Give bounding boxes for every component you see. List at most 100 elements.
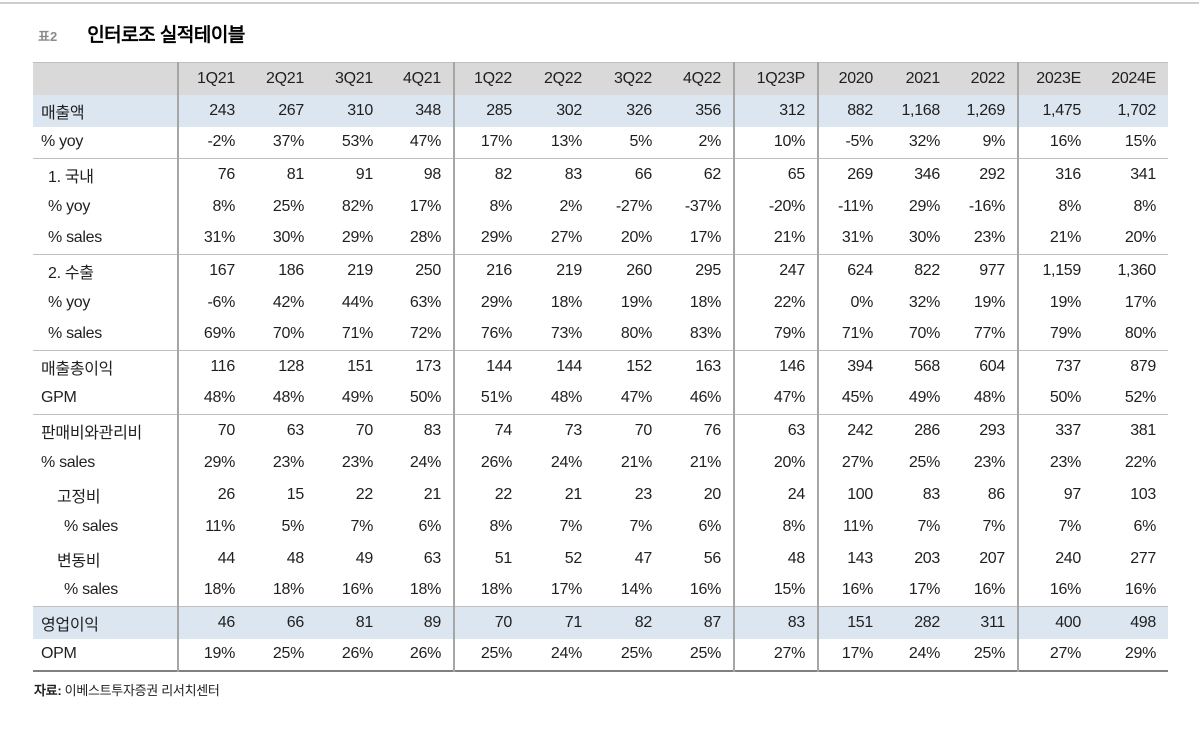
cell-value: 100	[847, 485, 873, 503]
cell-value: -11%	[838, 197, 873, 215]
column-header: 2020	[818, 62, 885, 95]
report-table-section: 표2 인터로조 실적테이블 1Q21 2Q21 3Q21 4Q21 1Q22 2Q22 3Q…	[33, 20, 1168, 699]
cell-value: 346	[885, 158, 952, 191]
cell-value: 17%	[908, 581, 940, 599]
row-label: % sales	[33, 222, 179, 255]
cell-value: 74	[454, 414, 524, 447]
table-row: 고정비 26 15 22 21 22 21 23 20 24 100 83 86 97 103	[33, 478, 1168, 511]
cell-value: 21%	[664, 446, 735, 479]
cell-value: 86	[952, 478, 1019, 511]
cell-value: 26%	[385, 638, 455, 671]
cell-value: 568	[885, 350, 952, 383]
cell-value: 48	[286, 549, 305, 567]
column-header: 2Q22	[524, 62, 594, 95]
cell-value: 76	[178, 158, 247, 191]
cell-value: 49%	[341, 389, 373, 407]
cell-value: 16%	[1049, 133, 1081, 151]
cell-value: 16%	[952, 574, 1019, 607]
cell-value: -27%	[615, 197, 652, 215]
cell-value: 25%	[272, 197, 304, 215]
cell-value: 25%	[952, 638, 1019, 671]
row-label: 판매비와관리비	[33, 414, 179, 447]
cell-value: 312	[734, 94, 819, 127]
cell-value: -6%	[207, 293, 235, 311]
cell-value: 62	[664, 158, 735, 191]
column-header: 1Q22	[454, 62, 524, 95]
cell-value: 24%	[385, 446, 455, 479]
row-label: 2. 수출	[33, 254, 179, 287]
cell-value: 16%	[664, 574, 735, 607]
cell-value: 356	[664, 94, 735, 127]
cell-value: 1,159	[1018, 254, 1093, 287]
cell-value: 186	[247, 254, 316, 287]
cell-value: 23%	[341, 453, 373, 471]
cell-value: 5%	[281, 517, 304, 535]
cell-value: 23%	[952, 446, 1019, 479]
cell-value: 151	[818, 606, 885, 639]
cell-value: 16%	[1049, 581, 1081, 599]
table-row: % yoy 8% 25% 82% 17% 8% 2% -27% -37% -20% -11% 29% -…	[33, 190, 1168, 223]
cell-value: 7%	[917, 517, 940, 535]
cell-value: 80%	[1124, 325, 1156, 343]
page-title: 인터로조 실적테이블	[87, 25, 245, 46]
cell-value: 48%	[550, 389, 582, 407]
cell-value: 20	[664, 478, 735, 511]
cell-value: 394	[818, 350, 885, 383]
cell-value: 8%	[212, 197, 235, 215]
cell-value: 8%	[1133, 197, 1156, 215]
cell-value: 5%	[629, 133, 652, 151]
cell-value: 8%	[734, 510, 819, 543]
cell-value: 83	[734, 606, 819, 639]
cell-value: 311	[952, 606, 1019, 639]
cell-value: 80%	[620, 325, 652, 343]
column-header: 1Q23P	[734, 62, 819, 95]
cell-value: 48%	[272, 389, 304, 407]
cell-value: 20%	[620, 229, 652, 247]
cell-value: 51	[494, 549, 513, 567]
cell-value: -20%	[734, 190, 819, 223]
cell-value: 15%	[734, 574, 819, 607]
cell-value: 737	[1018, 350, 1093, 383]
cell-value: 66	[594, 158, 664, 191]
cell-value: 1,360	[1093, 254, 1168, 287]
cell-value: 286	[885, 414, 952, 447]
cell-value: 42%	[272, 293, 304, 311]
cell-value: 27%	[841, 453, 873, 471]
cell-value: 203	[914, 549, 940, 567]
row-label: % yoy	[33, 190, 179, 223]
cell-value: 16%	[841, 581, 873, 599]
cell-value: 6%	[1133, 517, 1156, 535]
cell-value: 144	[524, 350, 594, 383]
cell-value: 22	[494, 485, 513, 503]
cell-value: 48	[734, 542, 819, 575]
column-header: 2022	[952, 62, 1019, 95]
cell-value: 73%	[550, 325, 582, 343]
cell-value: 348	[385, 94, 455, 127]
cell-value: 26%	[480, 453, 512, 471]
cell-value: 146	[734, 350, 819, 383]
row-label: % yoy	[33, 126, 179, 159]
cell-value: 293	[952, 414, 1019, 447]
cell-value: 302	[524, 94, 594, 127]
cell-value: 18%	[385, 574, 455, 607]
cell-value: 6%	[664, 510, 735, 543]
cell-value: 11%	[205, 517, 235, 535]
cell-value: 83%	[664, 318, 735, 351]
table-row: 변동비 44 48 49 63 51 52 47 56 48 143 203 207 240 277	[33, 542, 1168, 575]
cell-value: 18%	[664, 286, 735, 319]
cell-value: 31%	[841, 229, 873, 247]
cell-value: 243	[178, 94, 247, 127]
cell-value: 49%	[908, 389, 940, 407]
row-label: % sales	[33, 510, 179, 543]
cell-value: 25%	[480, 645, 512, 662]
cell-value: 47	[634, 549, 653, 567]
cell-value: 128	[247, 350, 316, 383]
cell-value: 45%	[841, 389, 873, 407]
cell-value: 44%	[341, 293, 373, 311]
top-rule	[0, 2, 1199, 4]
cell-value: 18%	[203, 581, 235, 599]
cell-value: 0%	[850, 293, 873, 311]
cell-value: -5%	[845, 133, 873, 151]
cell-value: -37%	[664, 190, 735, 223]
cell-value: 604	[952, 350, 1019, 383]
